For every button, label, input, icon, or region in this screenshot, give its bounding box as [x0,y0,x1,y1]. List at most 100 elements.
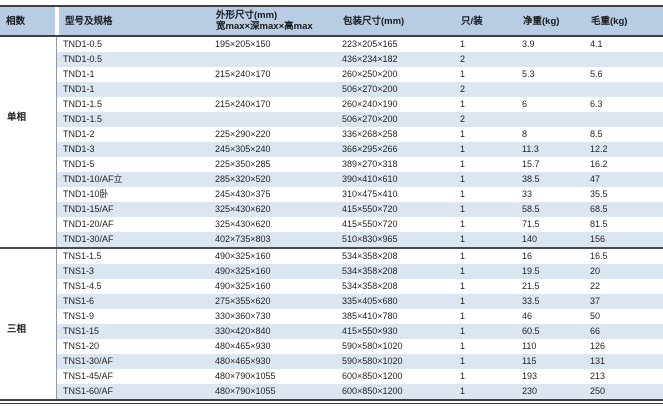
table-row: TND1-2 225×290×220 336×268×258 1 8 8.5 [57,127,663,142]
cell-model: TND1-5 [63,159,95,169]
column-header-package-dimensions: 包装尺寸(mm) [343,15,405,27]
cell-outer-dimensions [209,112,336,127]
cell-package-dimensions: 310×475×410 [342,189,398,199]
cell-gross-weight: 12.2 [590,144,608,154]
cell-gross-weight: 37 [590,296,601,306]
table-row: TNS1-1.5 490×325×160 534×358×208 1 16 16… [57,249,663,264]
column-header-net-weight: 净重(kg) [523,15,560,27]
cell-net-weight: 58.5 [522,204,540,214]
cell-model: TND1-0.5 [63,39,103,49]
cell-gross-weight: 81.5 [590,219,608,229]
table-row: TND1-1.5 215×240×170 260×240×190 1 6 6.3 [57,97,663,112]
cell-units-per-pack: 2 [460,54,466,64]
cell-units-per-pack: 1 [460,296,466,306]
cell-gross-weight: 156 [590,234,606,244]
cell-package-dimensions: 389×270×318 [342,159,398,169]
cell-net-weight: 110 [522,341,537,351]
cell-gross-weight [584,82,662,97]
cell-net-weight: 193 [522,371,538,381]
cell-package-dimensions: 534×358×208 [342,251,398,261]
cell-package-dimensions: 415×550×720 [342,204,398,214]
cell-outer-dimensions: 285×320×520 [215,174,271,184]
cell-net-weight: 11.3 [522,144,539,154]
cell-model: TNS1-45/AF [63,371,114,381]
cell-model: TNS1-1.5 [63,251,102,261]
cell-gross-weight: 8.5 [590,129,603,139]
cell-outer-dimensions [209,82,336,97]
table-row: TNS1-45/AF 480×790×1055 600×850×1200 1 1… [57,369,663,384]
cell-net-weight: 3.9 [522,39,535,49]
cell-gross-weight [584,52,662,67]
cell-model: TND1-1 [63,69,95,79]
cell-model: TND1-2 [63,129,95,139]
product-spec-table: 相数 型号及规格 外形尺寸(mm) 宽max×深max×高max 包装尺寸(mm… [0,5,663,404]
cell-model: TND1-3 [63,144,95,154]
cell-net-weight: 46 [522,311,533,321]
cell-outer-dimensions: 215×240×170 [215,69,271,79]
cell-units-per-pack: 2 [460,114,466,124]
cell-units-per-pack: 1 [460,99,466,109]
table-row: TND1-10卧 245×430×375 310×475×410 1 33 35… [57,187,663,202]
cell-units-per-pack: 1 [460,159,466,169]
cell-net-weight [516,52,584,67]
cell-outer-dimensions: 480×790×1055 [215,371,276,381]
cell-gross-weight: 50 [590,311,601,321]
cell-units-per-pack: 1 [460,39,466,49]
column-header-units-per-pack: 只/装 [461,15,483,27]
column-header-gross-weight: 毛重(kg) [591,15,628,27]
cell-outer-dimensions: 330×360×730 [215,311,271,321]
cell-units-per-pack: 1 [460,251,466,261]
table-row: TND1-0.5 436×234×182 2 [57,52,663,67]
cell-net-weight: 140 [522,234,538,244]
table-row: TNS1-4.5 490×325×160 534×358×208 1 21.5 … [57,279,663,294]
cell-units-per-pack: 1 [460,234,466,244]
cell-net-weight: 230 [522,386,538,396]
cell-gross-weight: 16.2 [590,159,608,169]
cell-units-per-pack: 1 [460,129,466,139]
header-column-gap [55,7,59,35]
cell-package-dimensions: 415×550×930 [342,326,398,336]
cell-units-per-pack: 1 [460,219,466,229]
cell-net-weight: 16 [522,251,533,261]
table-row: TND1-5 225×350×285 389×270×318 1 15.7 16… [57,157,663,172]
table-row: TND1-3 245×305×240 366×295×266 1 11.3 12… [57,142,663,157]
cell-outer-dimensions: 325×430×620 [215,219,271,229]
cell-net-weight: 19.5 [522,266,540,276]
table-row: TNS1-30/AF 480×465×930 590×580×1020 1 11… [57,354,663,369]
cell-model: TNS1-4.5 [63,281,102,291]
cell-package-dimensions: 506×270×200 [342,84,398,94]
cell-model: TND1-1.5 [63,114,103,124]
table-row: TNS1-60/AF 480×790×1055 600×850×1200 1 2… [57,384,663,399]
cell-units-per-pack: 1 [460,144,466,154]
table-row: TND1-10/AF立 285×320×520 390×410×610 1 38… [57,172,663,187]
table-header-row: 相数 型号及规格 外形尺寸(mm) 宽max×深max×高max 包装尺寸(mm… [0,5,663,37]
header-block-phase: 相数 [0,7,55,35]
cell-package-dimensions: 534×358×208 [342,266,398,276]
cell-units-per-pack: 1 [460,189,466,199]
cell-gross-weight: 66 [590,326,601,336]
cell-net-weight [516,112,584,127]
cell-gross-weight: 5.6 [590,69,603,79]
cell-model: TND1-30/AF [63,234,114,244]
table-row: TND1-0.5 195×205×150 223×205×165 1 3.9 4… [57,37,663,52]
cell-gross-weight: 22 [590,281,601,291]
cell-outer-dimensions [209,52,336,67]
column-header-outer-dimensions-line1: 外形尺寸(mm) [216,10,278,21]
cell-package-dimensions: 600×850×1200 [342,371,403,381]
cell-package-dimensions: 390×410×610 [342,174,398,184]
cell-units-per-pack: 1 [460,311,466,321]
cell-model: TND1-10卧 [63,189,109,199]
cell-outer-dimensions: 195×205×150 [215,39,271,49]
cell-gross-weight: 250 [590,386,606,396]
cell-outer-dimensions: 330×420×840 [215,326,271,336]
cell-package-dimensions: 510×830×965 [342,234,398,244]
table-row: TND1-1 215×240×170 260×250×200 1 5.3 5.6 [57,67,663,82]
cell-net-weight [516,82,584,97]
table-row: TND1-30/AF 402×735×803 510×830×965 1 140… [57,232,663,247]
cell-units-per-pack: 1 [460,371,466,381]
cell-outer-dimensions: 325×430×620 [215,204,271,214]
cell-outer-dimensions: 480×790×1055 [215,386,276,396]
cell-gross-weight: 47 [590,174,601,184]
cell-outer-dimensions: 215×240×170 [215,99,271,109]
cell-units-per-pack: 1 [460,266,466,276]
